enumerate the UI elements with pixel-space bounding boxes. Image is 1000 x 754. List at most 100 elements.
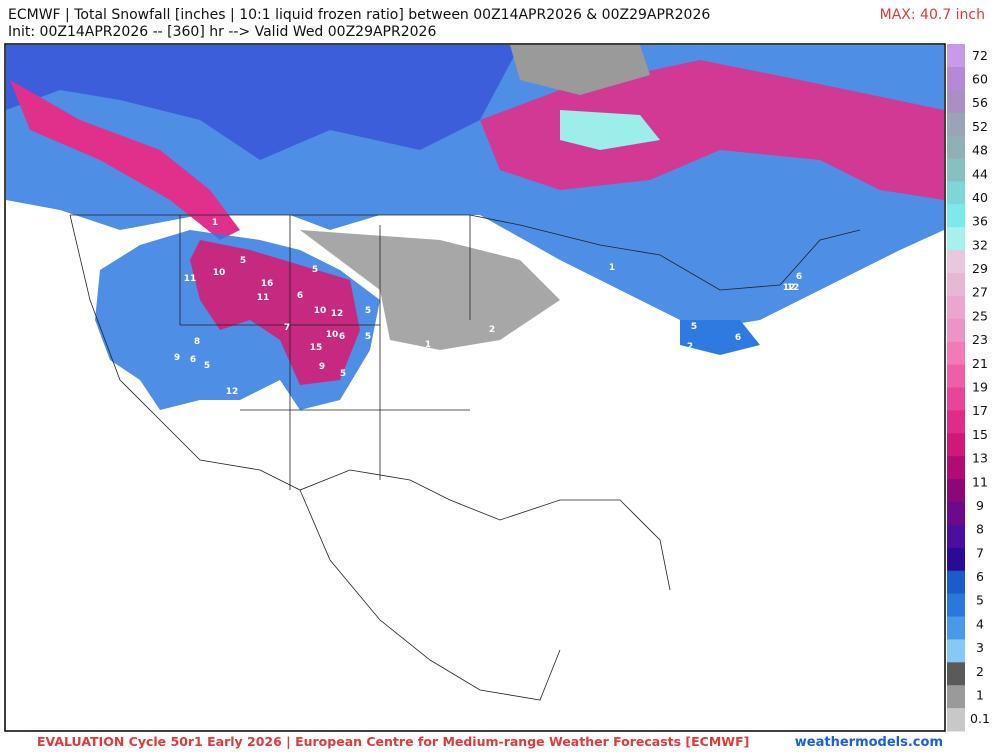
colorbar-label: 13 xyxy=(972,451,988,466)
colorbar-swatch xyxy=(947,593,965,617)
map-label: 2 xyxy=(489,325,495,335)
colorbar-label: 8 xyxy=(976,522,984,537)
map-label: 12 xyxy=(787,283,800,293)
colorbar-swatch xyxy=(947,685,965,709)
snow-area xyxy=(6,45,520,160)
map-label: 10 xyxy=(326,330,339,340)
colorbar-label: 17 xyxy=(972,403,988,418)
colorbar-swatch xyxy=(947,318,965,343)
map-label: 5 xyxy=(365,306,371,316)
map-label: 1 xyxy=(212,218,218,228)
snow-area xyxy=(300,230,560,350)
map-label: 12 xyxy=(783,283,796,293)
colorbar-label: 56 xyxy=(972,95,988,110)
map-label: 1 xyxy=(609,263,615,273)
colorbar-label: 5 xyxy=(976,593,984,608)
snow-area xyxy=(190,240,360,385)
colorbar-swatch xyxy=(947,547,965,572)
subtitle: Init: 00Z14APR2026 -- [360] hr --> Valid… xyxy=(8,24,436,40)
map-label: 5 xyxy=(312,265,318,275)
colorbar: 7260565248444036322927252321191715131198… xyxy=(947,44,990,732)
map-label: 5 xyxy=(365,332,371,342)
map-label: 12 xyxy=(226,387,239,397)
snow-area xyxy=(560,110,660,150)
map-label: 1 xyxy=(425,340,431,350)
map-label: 9 xyxy=(174,353,180,363)
colorbar-label: 15 xyxy=(972,427,988,442)
colorbar-swatch xyxy=(947,89,965,114)
snow-area xyxy=(480,60,944,200)
map-label: 16 xyxy=(261,279,274,289)
colorbar-label: 19 xyxy=(972,380,988,395)
colorbar-swatch xyxy=(947,639,965,663)
map-label: 6 xyxy=(297,291,303,301)
colorbar-swatch xyxy=(947,662,965,686)
snow-area xyxy=(10,80,240,240)
colorbar-swatch xyxy=(947,44,965,68)
colorbar-label: 0.1 xyxy=(970,711,990,726)
borders xyxy=(69,214,861,701)
colorbar-swatch xyxy=(947,364,965,388)
colorbar-swatch xyxy=(947,524,965,549)
map-label: 5 xyxy=(691,322,697,332)
colorbar-swatch xyxy=(947,433,965,457)
colorbar-label: 32 xyxy=(972,237,988,252)
colorbar-swatch xyxy=(947,570,965,595)
colorbar-swatch xyxy=(947,112,965,137)
snow-area xyxy=(510,45,650,95)
colorbar-swatch xyxy=(947,616,965,640)
colorbar-swatch xyxy=(947,708,965,732)
colorbar-swatch xyxy=(947,66,965,91)
map-label: 11 xyxy=(184,274,197,284)
colorbar-label: 23 xyxy=(972,332,988,347)
colorbar-label: 21 xyxy=(972,356,988,371)
colorbar-label: 72 xyxy=(972,48,988,63)
colorbar-label: 25 xyxy=(972,308,988,323)
map-label: 1 xyxy=(548,260,554,270)
colorbar-label: 52 xyxy=(972,119,988,134)
colorbar-swatch xyxy=(947,479,965,503)
colorbar-label: 29 xyxy=(972,261,988,276)
map-label: 15 xyxy=(310,343,323,353)
title: ECMWF | Total Snowfall [inches | 10:1 li… xyxy=(8,7,710,23)
map-label: 5 xyxy=(240,256,246,266)
colorbar-label: 60 xyxy=(972,72,988,87)
colorbar-label: 2 xyxy=(976,664,984,679)
colorbar-label: 4 xyxy=(976,616,984,631)
map-label: 12 xyxy=(331,309,344,319)
colorbar-label: 7 xyxy=(976,545,984,560)
colorbar-swatch xyxy=(947,387,965,411)
colorbar-label: 27 xyxy=(972,285,988,300)
colorbar-label: 36 xyxy=(972,214,988,229)
colorbar-label: 1 xyxy=(976,687,984,702)
map-label: 9 xyxy=(319,362,325,372)
colorbar-swatch xyxy=(947,410,965,434)
map-label: 6 xyxy=(190,355,196,365)
footer-credit: EVALUATION Cycle 50r1 Early 2026 | Europ… xyxy=(37,734,749,749)
colorbar-swatch xyxy=(947,204,965,228)
map-label: 2 xyxy=(687,342,693,352)
colorbar-swatch xyxy=(947,227,965,251)
colorbar-label: 6 xyxy=(976,569,984,584)
colorbar-label: 44 xyxy=(972,166,988,181)
colorbar-swatch xyxy=(947,181,965,205)
map-label: 6 xyxy=(735,333,741,343)
colorbar-label: 3 xyxy=(976,640,984,655)
map-label: 10 xyxy=(314,306,327,316)
colorbar-swatch xyxy=(947,273,965,297)
map-label: 8 xyxy=(194,337,200,347)
map-label: 5 xyxy=(340,369,346,379)
colorbar-swatch xyxy=(947,250,965,274)
colorbar-swatch xyxy=(947,502,965,526)
map-label: 6 xyxy=(339,332,345,342)
colorbar-swatch xyxy=(947,158,965,182)
map-label: 5 xyxy=(204,361,210,371)
max-label: MAX: 40.7 inch xyxy=(880,7,985,23)
snow-area xyxy=(680,320,760,355)
colorbar-label: 48 xyxy=(972,143,988,158)
map-label: 10 xyxy=(213,268,226,278)
colorbar-label: 9 xyxy=(976,498,984,513)
